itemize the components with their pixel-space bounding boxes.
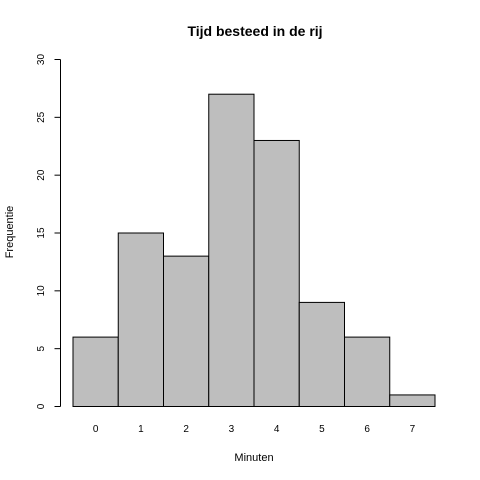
bar-3 <box>208 93 255 407</box>
bar-1 <box>117 232 164 407</box>
x-axis-label: Minuten <box>234 452 273 464</box>
x-tick-label: 3 <box>229 424 235 435</box>
y-tick-label: 30 <box>36 54 47 66</box>
y-tick-label: 0 <box>36 403 47 409</box>
x-tick-label: 7 <box>410 424 416 435</box>
bar-2 <box>163 255 210 407</box>
x-tick-label: 0 <box>93 424 99 435</box>
bar-4 <box>253 139 300 407</box>
y-tick-label: 10 <box>36 285 47 297</box>
bar-7 <box>389 394 436 407</box>
bar-6 <box>344 336 391 408</box>
x-tick-label: 6 <box>364 424 370 435</box>
y-tick-label: 15 <box>36 227 47 239</box>
x-tick-label: 5 <box>319 424 325 435</box>
bars-group <box>72 93 436 408</box>
y-tick-label: 5 <box>36 345 47 351</box>
bar-5 <box>298 301 345 407</box>
chart-title: Tijd besteed in de rij <box>187 23 322 39</box>
x-tick-label: 4 <box>274 424 280 435</box>
x-tick-label: 1 <box>138 424 144 435</box>
y-axis-label: Frequentie <box>4 206 16 259</box>
y-axis: 0 5 10 15 20 25 30 <box>36 54 61 409</box>
y-tick-label: 20 <box>36 169 47 181</box>
x-axis-ticks: 0 1 2 3 4 5 6 7 <box>93 424 416 435</box>
x-tick-label: 2 <box>183 424 189 435</box>
bar-0 <box>72 336 119 408</box>
y-tick-label: 25 <box>36 111 47 123</box>
